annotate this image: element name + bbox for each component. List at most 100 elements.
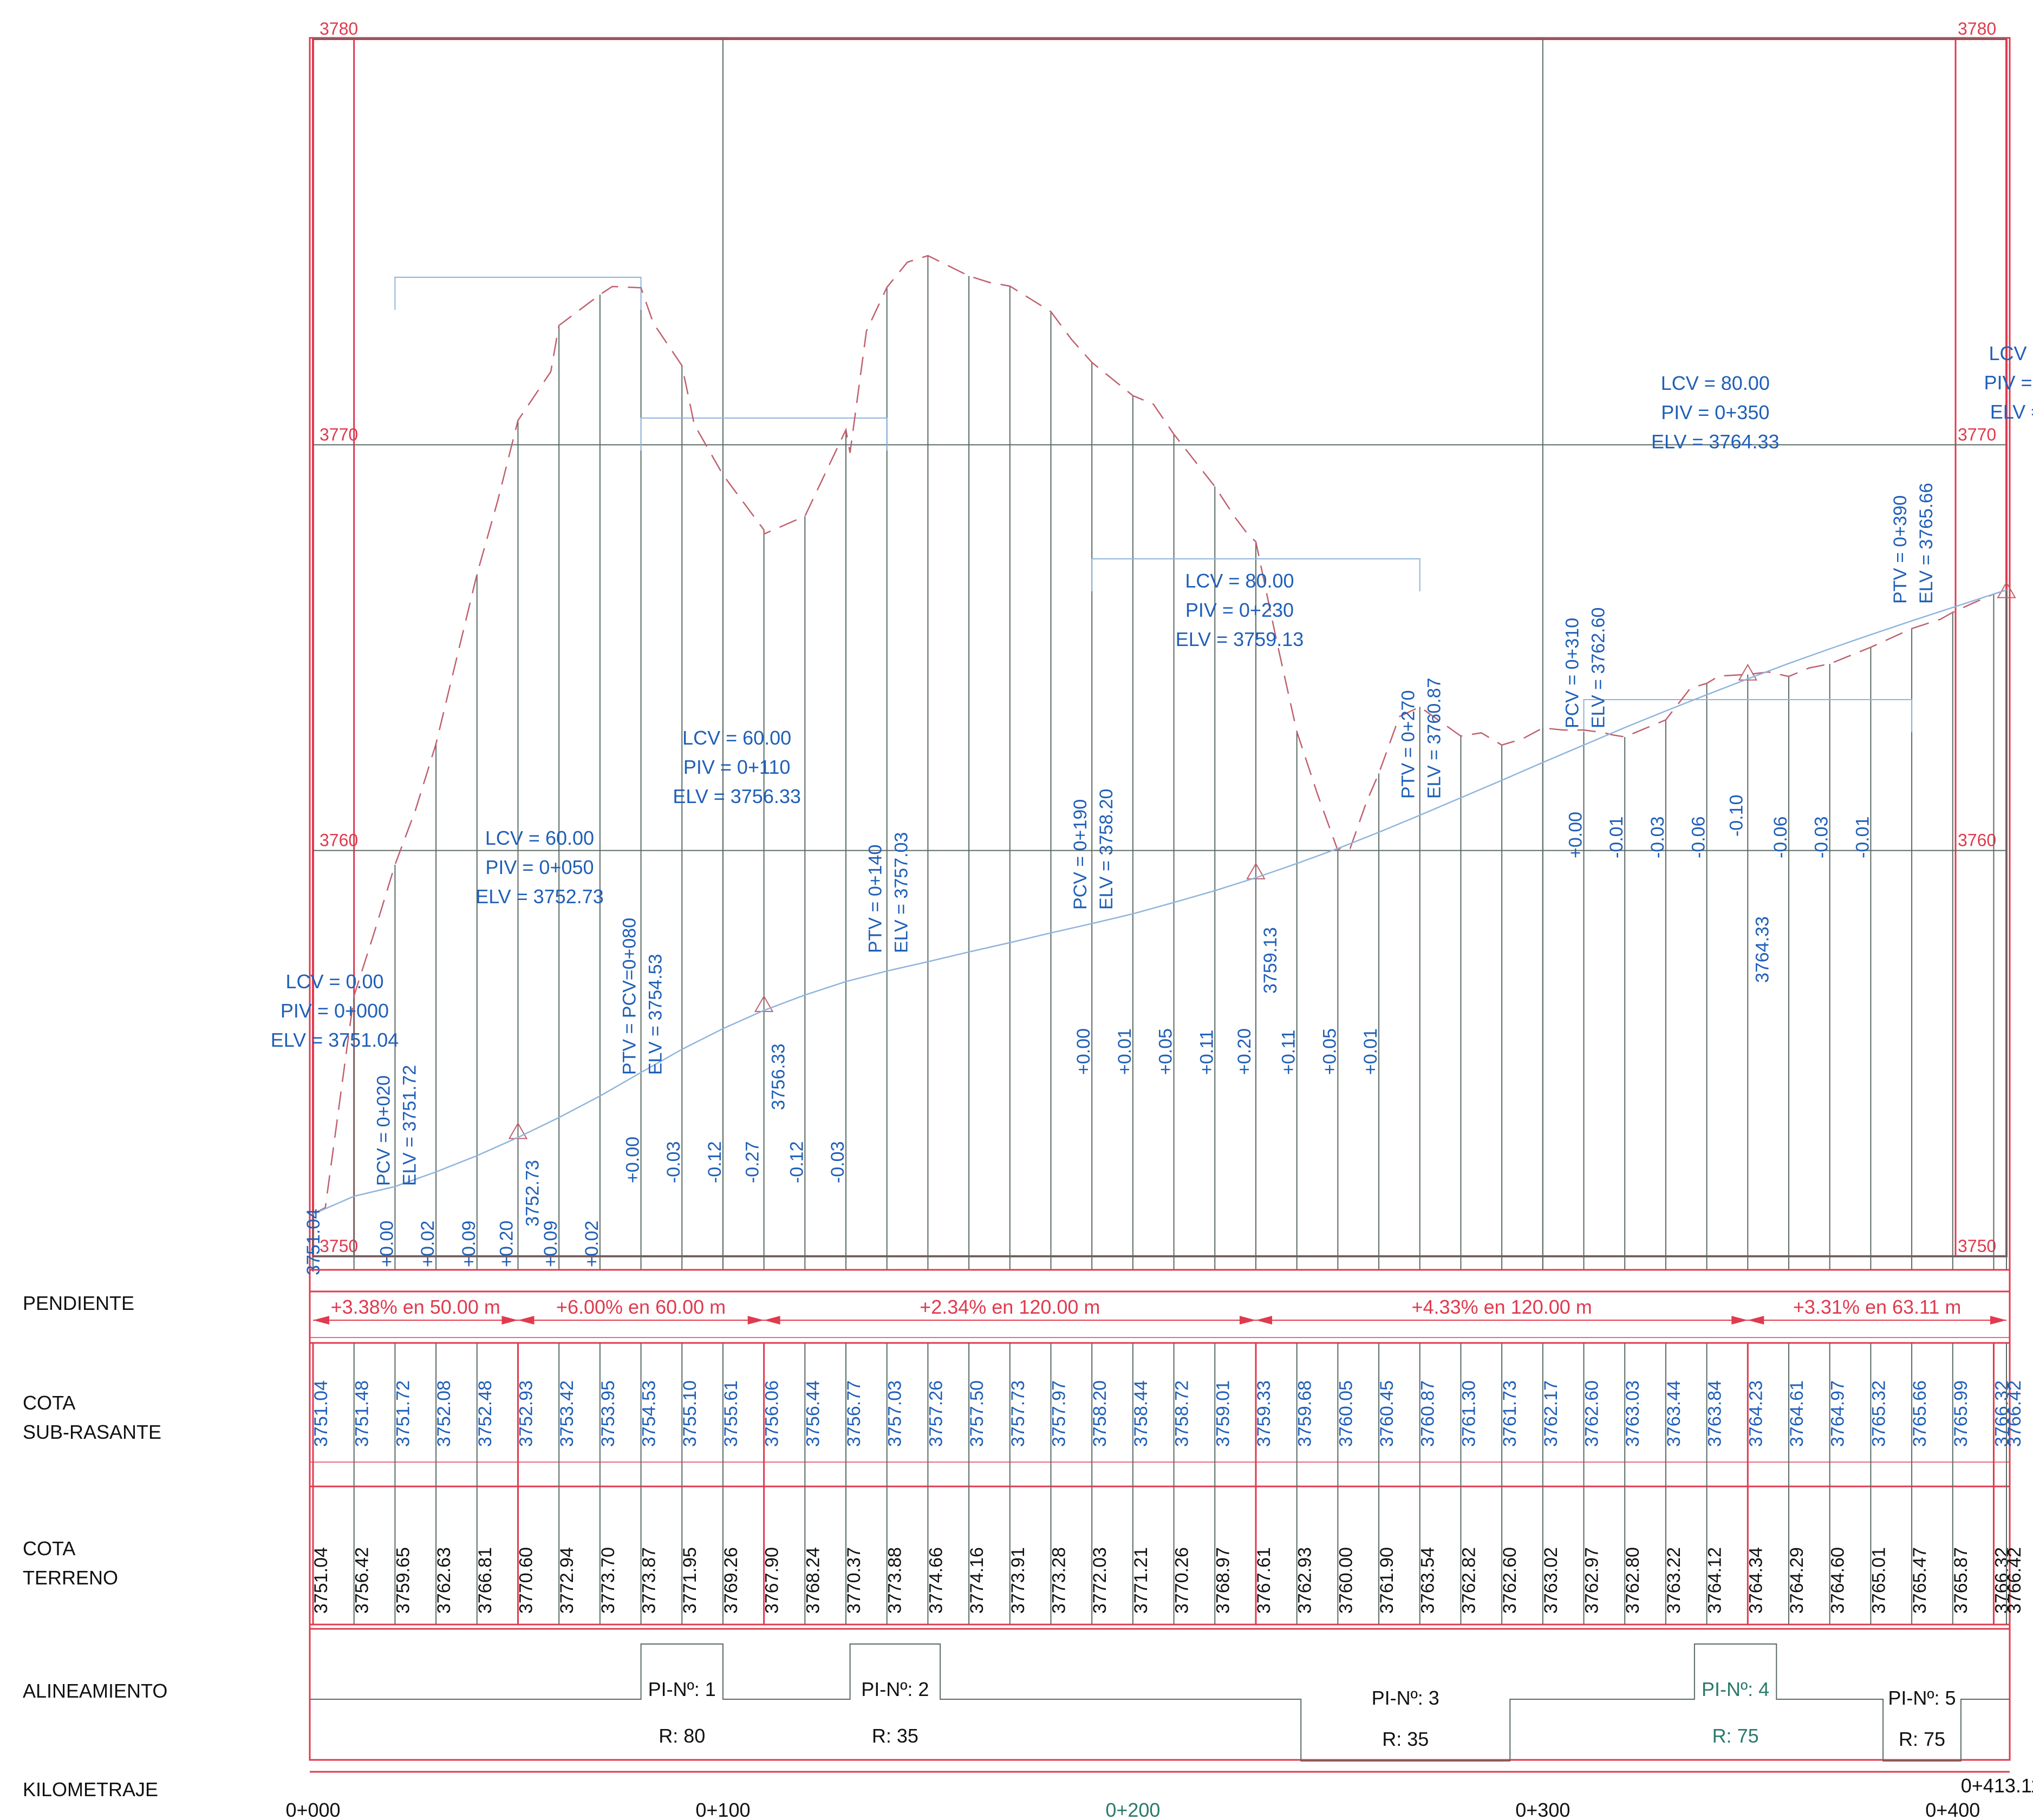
y-tick-label-right: 3750 [1958,1236,1996,1256]
terreno-value: 3760.00 [1335,1547,1356,1614]
sub-rasante-value: 3760.45 [1377,1380,1397,1447]
terreno-value: 3764.34 [1745,1547,1766,1614]
sub-rasante-value: 3758.72 [1172,1380,1193,1447]
terreno-value: 3765.01 [1868,1547,1889,1614]
station-tick-label: 0+100 [695,1799,750,1820]
terreno-value: 3772.94 [557,1547,577,1614]
terreno-value: 3762.93 [1295,1547,1315,1614]
terreno-value: 3766.42 [2004,1547,2025,1614]
curve-annotation-line: ELV = [1990,401,2033,423]
vertical-label: ELV = 3762.60 [1588,608,1609,728]
sub-rasante-line [312,589,2007,1215]
sub-rasante-value: 3764.23 [1745,1380,1766,1447]
sub-rasante-value: 3758.20 [1090,1380,1110,1447]
label-terreno: TERRENO [23,1567,118,1589]
vertical-label: 3752.73 [522,1160,543,1227]
curve-bracket [1583,699,1913,732]
sub-rasante-value: 3752.08 [434,1380,454,1447]
sub-rasante-value: 3765.66 [1910,1380,1930,1447]
profile-grid: 3780 3780 3770 3770 3760 3760 3750 3750 [309,19,2011,1761]
radius-label: R: 75 [1712,1725,1759,1747]
curve-offset-value: -0.12 [705,1141,725,1184]
sub-rasante-value: 3751.48 [352,1380,373,1447]
y-tick-label-left: 3760 [320,831,358,850]
terreno-value: 3761.90 [1377,1547,1397,1614]
sub-rasante-value: 3752.48 [475,1380,496,1447]
curve-annotation-line: PIV = 0+110 [683,756,791,778]
curve-annotation-line: LCV = 80.00 [1185,570,1294,592]
sub-rasante-value: 3763.44 [1664,1380,1684,1447]
vertical-label: ELV = 3754.53 [646,954,666,1075]
sub-rasante-value: 3764.61 [1787,1380,1807,1447]
curve-offset-value: -0.06 [1689,817,1709,859]
vertical-label: PTV = PCV=0+080 [620,918,640,1075]
curve-offset-value: +0.00 [1566,812,1586,858]
curve-bracket [640,418,888,451]
curve-offset-value: +0.00 [623,1137,643,1183]
terreno-value: 3767.61 [1254,1547,1274,1614]
curve-annotation-line: ELV = 3752.73 [475,885,604,908]
slope-label: +6.00% en 60.00 m [556,1296,726,1318]
curve-annotation-line: PIV = 0+050 [485,856,594,878]
sub-rasante-value: 3762.17 [1541,1380,1561,1447]
vertical-label: ELV = 3765.66 [1916,483,1937,604]
pi-label: PI-Nº: 3 [1372,1687,1439,1709]
terrain-line [312,255,2007,1215]
vertical-label: -0.10 [1726,795,1747,837]
vertical-label: +0.20 [496,1221,517,1267]
sub-rasante-value: 3760.05 [1335,1380,1356,1447]
radius-label: R: 80 [659,1725,705,1747]
slope-arrow-head [764,1316,780,1325]
station-tick-label: 0+200 [1105,1799,1160,1820]
sub-rasante-value: 3764.97 [1828,1380,1848,1447]
pi-label: PI-Nº: 5 [1888,1687,1956,1709]
vertical-label: PTV = 0+270 [1398,690,1419,799]
end-station-label: 0+413.11 [1961,1775,2033,1797]
terreno-value: 3766.32 [1991,1547,2012,1614]
curve-offset-value: +0.00 [1073,1028,1094,1075]
curve-offset-value: -0.01 [1606,817,1627,859]
sub-rasante-value: 3757.03 [885,1380,905,1447]
vertical-label: PTV = 0+390 [1890,495,1911,604]
terreno-value: 3764.12 [1705,1547,1725,1614]
label-kilometraje: KILOMETRAJE [23,1778,158,1801]
curve-annotations: LCV = 0.00 PIV = 0+000 ELV = 3751.04 LCV = … [271,342,2033,1051]
slope-arrow-head [1731,1316,1748,1325]
slope-arrow-head [1255,1316,1272,1325]
curve-annotation-line: LCV = [1989,342,2033,364]
slope-arrow-head [501,1316,518,1325]
y-tick-label-right: 3770 [1958,425,1996,444]
sub-rasante-value: 3757.26 [926,1380,946,1447]
label-alineamiento: ALINEAMIENTO [23,1680,167,1702]
terreno-value: 3771.95 [680,1547,700,1614]
vertical-label: ELV = 3760.87 [1424,678,1445,799]
sub-rasante-value: 3756.77 [844,1380,864,1447]
pi-label: PI-Nº: 1 [648,1678,716,1700]
curve-annotation-line: PIV = 0+350 [1661,401,1769,423]
terreno-value: 3773.70 [598,1547,618,1614]
curve-offset-value: +0.02 [418,1221,438,1267]
pi-label: PI-Nº: 4 [1702,1678,1769,1700]
slope-label: +2.34% en 120.00 m [920,1296,1100,1318]
terreno-value: 3763.54 [1418,1547,1438,1614]
alignment-line [310,1643,2010,1762]
sub-rasante-value: 3758.44 [1131,1380,1151,1447]
terreno-value: 3774.16 [967,1547,987,1614]
piv-triangle-marker [754,995,774,1012]
vertical-label: 3764.33 [1752,916,1773,983]
slope-label: +3.38% en 50.00 m [331,1296,500,1318]
curve-offset-value: -0.03 [663,1141,684,1184]
vertical-label: ELV = 3757.03 [891,832,912,953]
terreno-value: 3773.28 [1048,1547,1069,1614]
sub-rasante-value: 3757.97 [1048,1380,1069,1447]
sub-rasante-value: 3756.06 [762,1380,783,1447]
y-tick-label-right: 3760 [1958,831,1996,850]
sub-rasante-value: 3759.33 [1254,1380,1274,1447]
terreno-value: 3774.66 [926,1547,946,1614]
piv-triangle-marker [1738,663,1758,681]
label-pendiente: PENDIENTE [23,1292,134,1314]
curve-offset-value: -0.12 [786,1141,807,1184]
sub-rasante-value: 3751.04 [311,1380,331,1447]
sub-rasante-value: 3763.03 [1623,1380,1643,1447]
